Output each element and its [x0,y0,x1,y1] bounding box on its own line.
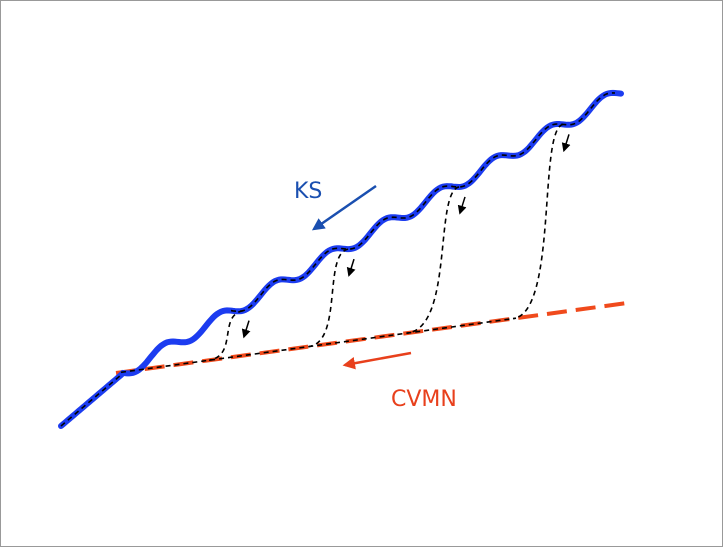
ks-arrow [311,184,377,231]
cvmn-label: CVMN [391,387,457,412]
black-dash-red [120,317,517,374]
cvmn-arrow [342,351,412,370]
blue-curve [58,89,624,429]
relax-arrow [457,196,467,215]
transition [308,248,349,348]
transition [512,123,564,320]
transition [406,186,460,334]
ks-label: KS [294,179,322,204]
black-dash-start [60,374,122,427]
relax-arrow [561,134,571,153]
relax-arrow [241,320,251,339]
black-dash-blue [230,92,616,313]
curves [58,89,627,429]
relax-arrow [346,258,356,277]
transition [208,309,244,362]
